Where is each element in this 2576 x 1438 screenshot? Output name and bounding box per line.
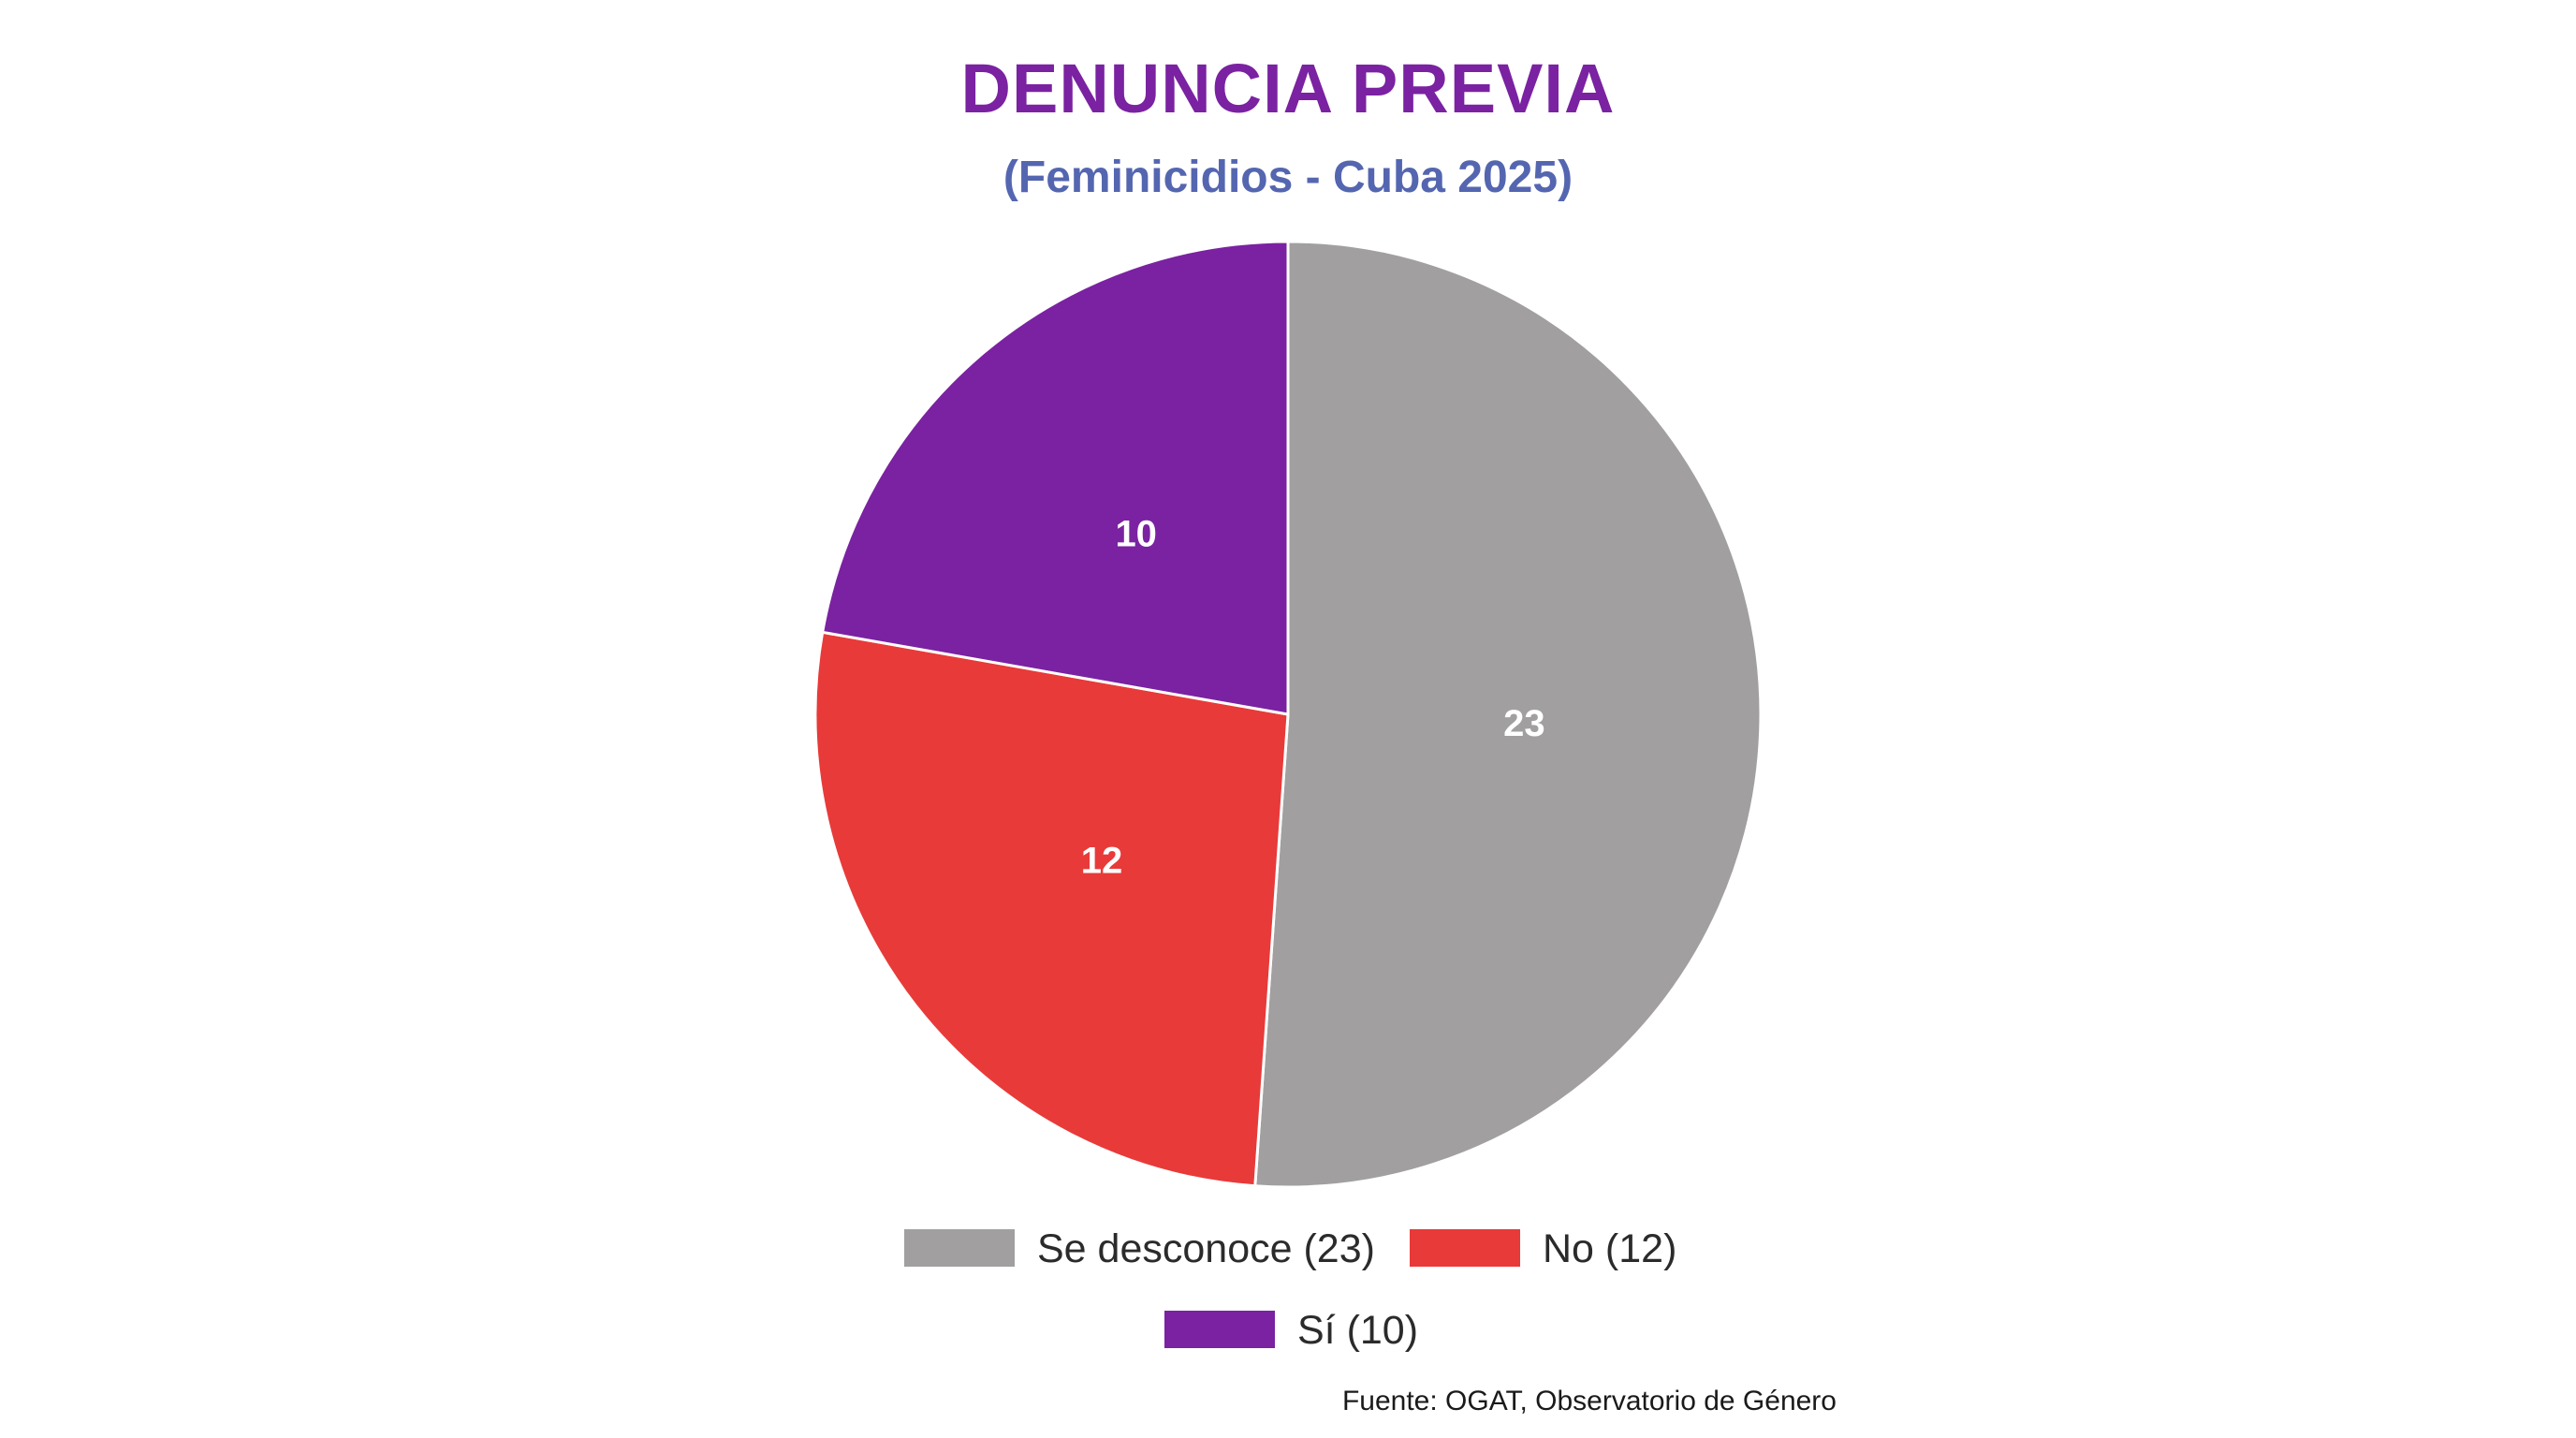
pie-slice-2 xyxy=(820,240,1290,716)
legend-label-1: No (12) xyxy=(1543,1226,1676,1271)
slice-label-1: 12 xyxy=(1081,840,1123,881)
pie-labels: 23 12 10 xyxy=(1081,514,1545,882)
chart-title: DENUNCIA PREVIA xyxy=(961,50,1616,127)
legend-label-2: Sí (10) xyxy=(1297,1308,1418,1353)
legend-label-0: Se desconoce (23) xyxy=(1037,1226,1375,1271)
source-note: Fuente: OGAT, Observatorio de Género xyxy=(1342,1386,1837,1416)
legend: Se desconoce (23) No (12) Sí (10) xyxy=(904,1226,1676,1353)
chart-subtitle: (Feminicidios - Cuba 2025) xyxy=(1003,153,1573,202)
legend-swatch-1 xyxy=(1410,1229,1520,1267)
pie-slices xyxy=(813,240,1763,1189)
legend-swatch-2 xyxy=(1164,1311,1275,1348)
legend-swatch-0 xyxy=(904,1229,1015,1267)
pie-slice-0 xyxy=(1253,240,1763,1189)
slice-label-2: 10 xyxy=(1115,514,1157,555)
slice-label-0: 23 xyxy=(1503,703,1545,744)
pie-slice-1 xyxy=(813,630,1290,1188)
